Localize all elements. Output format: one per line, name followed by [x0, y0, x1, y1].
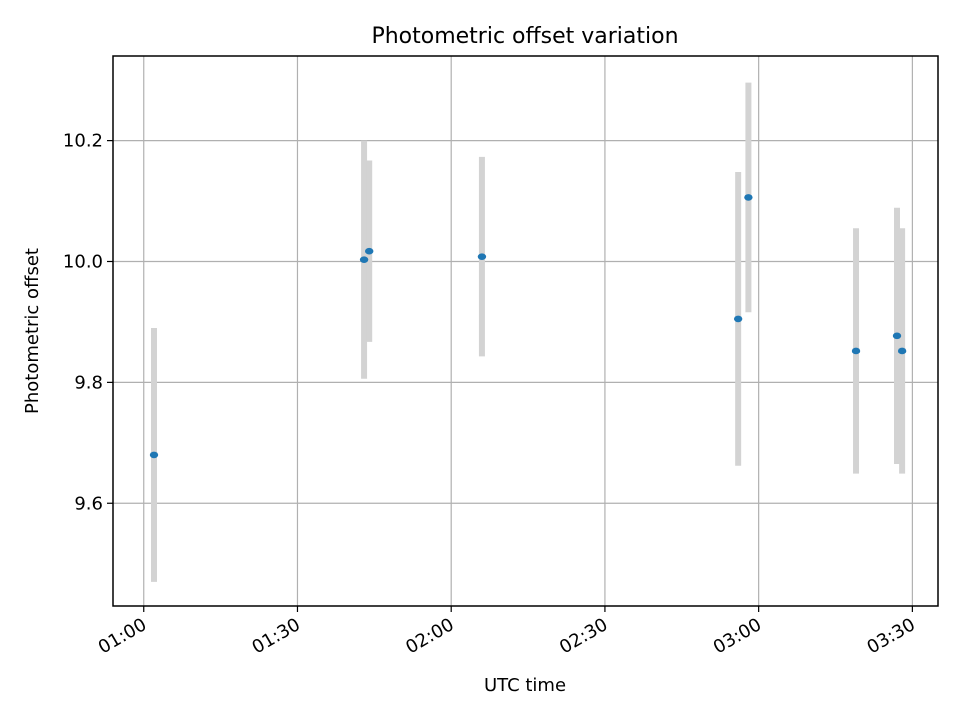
- grid: [113, 56, 938, 606]
- data-point: [851, 347, 861, 355]
- data-point: [359, 256, 369, 263]
- data-point: [744, 194, 753, 201]
- data-point: [365, 247, 374, 255]
- data-point: [733, 315, 743, 323]
- data-point: [477, 253, 487, 260]
- data-points: [149, 194, 907, 459]
- y-axis-title: Photometric offset: [22, 248, 43, 414]
- y-tick-label: 9.8: [74, 372, 103, 393]
- data-point: [892, 332, 902, 340]
- chart-title: Photometric offset variation: [371, 24, 678, 49]
- y-axis-ticks: 9.6 9.8 10.0 10.2: [63, 131, 113, 514]
- data-point: [897, 347, 907, 355]
- y-tick-label: 9.6: [74, 493, 103, 514]
- plot-frame: [112, 55, 939, 607]
- y-tick-label: 10.0: [63, 251, 103, 272]
- y-tick-label: 10.2: [63, 131, 103, 152]
- x-axis-title: UTC time: [484, 675, 566, 696]
- data-point: [149, 451, 159, 459]
